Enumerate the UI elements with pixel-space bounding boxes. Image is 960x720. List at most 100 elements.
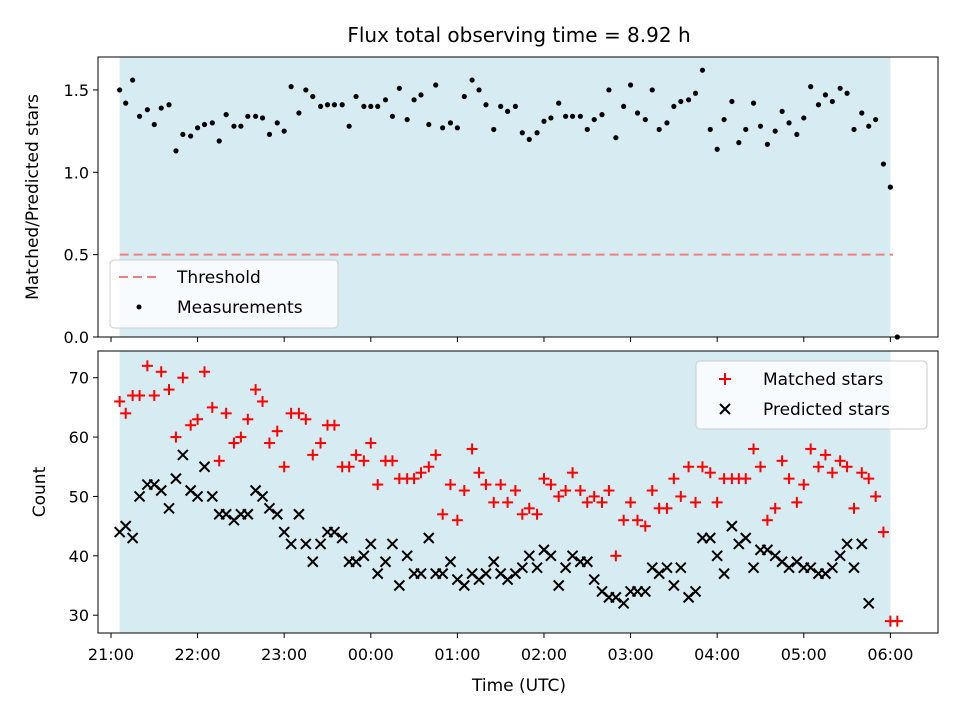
bottom-ytick-label: 40 <box>69 547 89 566</box>
matched-star-point <box>711 496 723 508</box>
measurement-point <box>281 128 287 134</box>
measurement-point <box>454 125 460 131</box>
matched-star-point <box>877 526 889 538</box>
matched-star-point <box>350 449 362 461</box>
measurement-point <box>117 87 123 93</box>
chart-title: Flux total observing time = 8.92 h <box>347 23 690 47</box>
measurement-point <box>223 112 229 118</box>
measurement-point <box>851 126 857 133</box>
predicted-star-point <box>826 561 839 574</box>
predicted-star-point <box>393 579 406 592</box>
predicted-star-point <box>747 561 760 574</box>
matched-star-point <box>177 372 189 384</box>
measurement-point <box>627 82 634 88</box>
measurement-point <box>274 120 280 126</box>
matched-star-point <box>588 490 600 502</box>
measurement-point <box>512 103 519 110</box>
measurement-point <box>310 93 316 100</box>
measurement-point <box>259 115 266 121</box>
top-ylabel: Matched/Predicted stars <box>23 94 43 300</box>
legend-matched-label: Matched stars <box>763 370 883 390</box>
predicted-star-point <box>336 532 348 544</box>
predicted-star-point <box>552 579 565 592</box>
matched-star-point <box>206 401 218 413</box>
matched-star-point <box>444 479 456 491</box>
bottom-ytick-label: 60 <box>69 428 89 447</box>
predicted-star-point <box>458 579 471 592</box>
predicted-star-point <box>783 561 795 574</box>
matched-star-point <box>423 461 435 473</box>
predicted-star-point <box>588 573 600 586</box>
matched-star-point <box>625 496 637 508</box>
measurement-point <box>563 113 569 119</box>
matched-star-point <box>192 413 204 425</box>
measurement-point <box>714 146 720 152</box>
xtick-label: 23:00 <box>261 645 307 664</box>
predicted-star-point <box>126 532 139 544</box>
measurement-point <box>707 126 713 133</box>
matched-star-point <box>134 390 146 402</box>
predicted-star-point <box>559 561 572 574</box>
matched-star-point <box>213 455 225 467</box>
measurement-point <box>238 123 244 129</box>
measurement-point <box>396 85 402 91</box>
predicted-star-point <box>617 597 630 610</box>
matched-star-point <box>596 496 608 508</box>
measurement-point <box>699 67 706 73</box>
matched-star-point <box>473 467 485 479</box>
predicted-star-point <box>328 526 341 538</box>
xtick-label: 05:00 <box>781 645 827 664</box>
predicted-star-point <box>726 520 738 532</box>
measurement-point <box>130 77 136 83</box>
predicted-star-point <box>401 550 413 562</box>
matched-star-point <box>495 479 507 491</box>
predicted-star-point <box>711 550 723 562</box>
predicted-star-point <box>386 538 399 550</box>
measurement-point <box>736 140 742 146</box>
top-panel: 0.0 0.5 1.0 1.5 Matched/Predicted stars Thr… <box>23 56 939 347</box>
predicted-star-point <box>566 550 579 562</box>
predicted-star-point <box>581 556 593 568</box>
measurement-point <box>548 115 554 121</box>
measurement-point <box>216 138 222 144</box>
measurement-point <box>353 93 359 100</box>
measurement-point <box>634 110 641 116</box>
predicted-star-point <box>689 585 702 598</box>
matched-star-point <box>603 485 615 497</box>
measurement-point <box>173 148 179 154</box>
matched-star-point <box>328 419 340 431</box>
matched-star-point <box>509 485 521 497</box>
matched-star-point <box>293 407 305 419</box>
measurement-point <box>808 84 814 90</box>
matched-star-point <box>185 419 197 431</box>
matched-star-point <box>805 443 817 455</box>
top-ytick-label: 1.5 <box>64 81 89 100</box>
measurement-point <box>180 131 186 138</box>
measurement-point <box>526 136 532 142</box>
matched-star-point <box>480 479 492 491</box>
top-ytick-label: 0.0 <box>64 328 89 347</box>
matched-star-point <box>761 514 773 526</box>
measurement-point <box>375 103 381 110</box>
matched-star-point <box>372 479 384 491</box>
measurement-point <box>426 121 432 128</box>
bottom-axes-frame <box>97 350 939 634</box>
predicted-star-point <box>170 472 182 485</box>
measurement-point <box>469 77 475 83</box>
matched-star-point <box>163 384 175 396</box>
measurement-point <box>772 128 778 134</box>
matched-star-point <box>675 490 687 502</box>
measurement-point <box>433 82 439 88</box>
matched-star-point <box>199 366 211 378</box>
matched-star-point <box>257 395 269 407</box>
predicted-star-point <box>856 538 868 550</box>
predicted-star-point <box>661 561 673 574</box>
predicted-star-point <box>639 585 652 598</box>
measurement-point <box>815 102 822 108</box>
measurement-point <box>887 184 893 190</box>
xtick-label: 04:00 <box>694 645 740 664</box>
measurement-point <box>692 90 699 96</box>
measurement-point <box>621 103 627 110</box>
measurement-point <box>368 103 374 110</box>
matched-star-point <box>155 366 167 378</box>
